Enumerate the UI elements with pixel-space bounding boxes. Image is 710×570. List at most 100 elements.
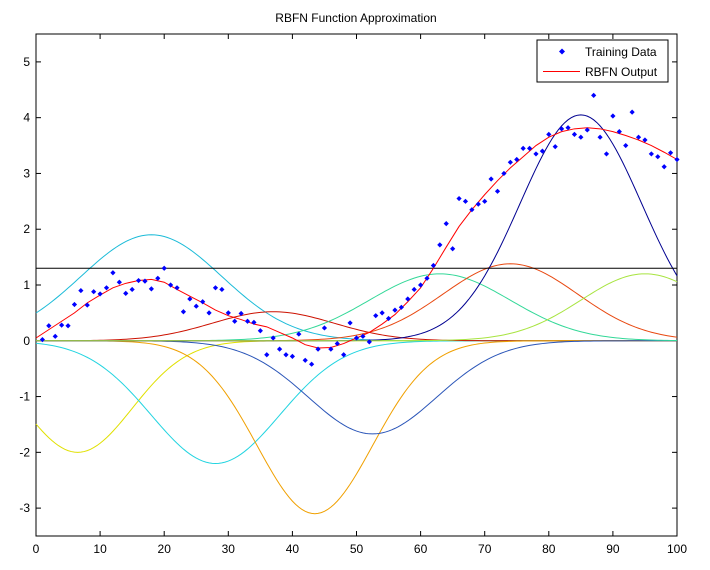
- training-data-point: [667, 150, 674, 156]
- legend-label-training-data: Training Data: [585, 45, 657, 59]
- training-data-point: [155, 275, 161, 281]
- training-data-point: [642, 137, 648, 143]
- y-tick-label: 1: [23, 278, 30, 292]
- training-data-point: [597, 134, 603, 140]
- training-data-point: [206, 310, 212, 316]
- training-data-point: [161, 265, 167, 271]
- training-data-point: [59, 322, 65, 328]
- training-data-point: [315, 346, 321, 352]
- training-data-point: [584, 127, 590, 133]
- training-data-point: [648, 151, 654, 157]
- training-data-point: [360, 333, 366, 339]
- training-data-point: [655, 154, 661, 160]
- training-data-point: [520, 145, 526, 151]
- legend-label-rbfn-output: RBFN Output: [585, 65, 658, 79]
- y-tick-label: -2: [19, 445, 30, 459]
- training-data-point: [257, 328, 263, 334]
- training-data-point: [71, 301, 78, 308]
- training-data-point: [514, 156, 520, 163]
- x-tick-label: 100: [667, 542, 687, 556]
- axis-ticks: 0 10 20 30 40 50 60 70 80 90 100 -3 -2 -1 0 1 2 3 4 5: [19, 34, 687, 556]
- training-data-point: [392, 307, 398, 313]
- basis-function-curve-5: [36, 340, 677, 515]
- training-data-point: [475, 201, 481, 207]
- training-data-point: [334, 340, 340, 347]
- training-data-point: [52, 333, 58, 339]
- legend-marker-training-data: [559, 48, 565, 55]
- y-tick-label: -1: [19, 390, 30, 404]
- training-data-point: [578, 134, 584, 140]
- training-data-point: [46, 323, 52, 329]
- training-data-point: [418, 282, 424, 288]
- training-data-point: [251, 319, 257, 325]
- training-data-point: [469, 207, 475, 213]
- training-data-point: [296, 331, 302, 337]
- training-data-point: [283, 352, 289, 358]
- training-data-point: [526, 145, 533, 151]
- training-data-point: [328, 346, 334, 352]
- training-data-point: [603, 151, 610, 157]
- training-data-point: [309, 361, 315, 367]
- x-tick-label: 90: [606, 542, 620, 556]
- x-tick-label: 40: [286, 542, 300, 556]
- training-data-point: [629, 109, 635, 115]
- training-data-point: [674, 156, 680, 163]
- training-data-point: [116, 279, 122, 285]
- basis-function-curve-10: [36, 273, 678, 342]
- training-data-point: [411, 286, 417, 293]
- training-data-point: [142, 278, 148, 284]
- training-data-point: [321, 325, 328, 331]
- training-data-point: [347, 320, 353, 326]
- training-data-point: [488, 176, 494, 182]
- training-data-point: [341, 352, 347, 358]
- plot-area: [35, 33, 678, 537]
- y-tick-label: 4: [23, 111, 30, 125]
- x-tick-label: 0: [33, 542, 40, 556]
- chart-title: RBFN Function Approximation: [275, 11, 436, 25]
- training-data-point: [129, 286, 135, 293]
- training-data-point: [174, 285, 180, 291]
- training-data-point: [398, 304, 404, 310]
- x-tick-label: 10: [93, 542, 107, 556]
- training-data-point: [385, 315, 392, 322]
- training-data-point: [97, 291, 103, 297]
- training-data-point: [353, 335, 360, 341]
- training-data-point: [405, 296, 411, 302]
- training-data-point: [437, 242, 443, 248]
- training-data-point: [103, 285, 110, 291]
- training-data-point: [366, 339, 372, 345]
- training-data-point: [264, 352, 270, 358]
- y-tick-label: -3: [19, 501, 30, 515]
- training-data-point: [635, 134, 642, 140]
- x-tick-label: 60: [414, 542, 428, 556]
- training-data-point: [571, 131, 578, 137]
- training-data-point: [219, 286, 225, 293]
- training-data-point: [289, 353, 295, 359]
- training-data-point: [559, 126, 565, 132]
- training-data-point: [533, 151, 539, 157]
- legend: Training Data RBFN Output: [536, 39, 669, 83]
- training-data-point: [270, 335, 276, 341]
- training-data-point: [244, 318, 251, 324]
- training-data-point: [494, 188, 501, 194]
- y-tick-label: 3: [23, 166, 30, 180]
- training-data-point: [110, 270, 116, 276]
- training-data-point: [123, 290, 129, 296]
- x-tick-label: 50: [350, 542, 364, 556]
- training-data-points: [39, 92, 680, 367]
- training-data-point: [430, 262, 437, 269]
- training-data-point: [591, 92, 597, 98]
- training-data-point: [302, 357, 308, 363]
- training-data-point: [462, 198, 469, 204]
- y-tick-label: 5: [23, 55, 30, 69]
- y-tick-label: 2: [23, 222, 30, 236]
- training-data-point: [212, 285, 219, 291]
- training-data-point: [91, 289, 97, 295]
- training-data-point: [424, 275, 430, 281]
- training-data-point: [135, 277, 142, 284]
- training-data-point: [65, 323, 71, 329]
- training-data-point: [456, 195, 462, 202]
- training-data-point: [501, 170, 507, 177]
- training-data-point: [168, 282, 174, 288]
